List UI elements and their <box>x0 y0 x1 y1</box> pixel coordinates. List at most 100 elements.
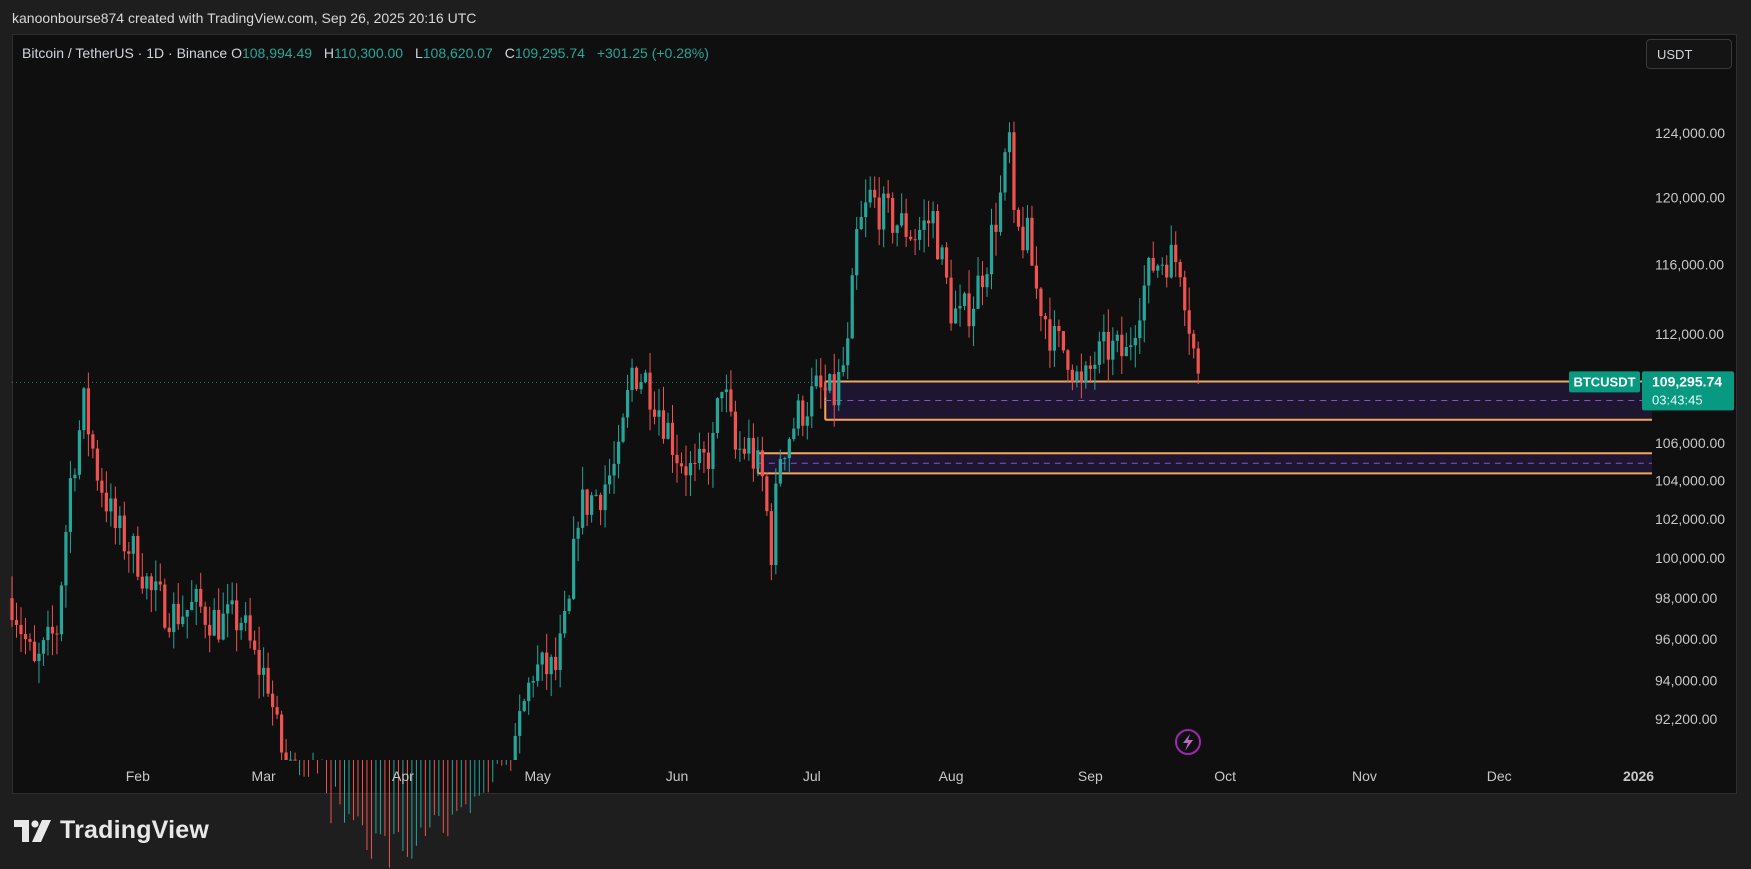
candle[interactable] <box>634 366 639 392</box>
candle[interactable] <box>248 597 252 649</box>
candle[interactable] <box>68 460 73 553</box>
events-lightning-icon[interactable] <box>1175 729 1201 755</box>
candle[interactable] <box>697 432 702 470</box>
candle[interactable] <box>1088 355 1092 383</box>
candle[interactable] <box>1187 287 1191 355</box>
candle[interactable] <box>217 588 221 643</box>
candle[interactable] <box>895 224 899 247</box>
candle[interactable] <box>1124 332 1128 357</box>
candle[interactable] <box>1178 259 1182 287</box>
candle[interactable] <box>657 388 661 436</box>
candle[interactable] <box>46 610 50 656</box>
candle[interactable] <box>814 359 818 390</box>
candle[interactable] <box>810 367 814 429</box>
candle[interactable] <box>643 369 648 384</box>
candle[interactable] <box>1016 207 1021 231</box>
candle[interactable] <box>104 471 108 523</box>
candle[interactable] <box>1039 287 1043 332</box>
candle[interactable] <box>82 386 86 439</box>
candle[interactable] <box>666 412 670 440</box>
candle[interactable] <box>136 526 140 581</box>
candle[interactable] <box>1165 255 1169 288</box>
candle[interactable] <box>558 614 562 688</box>
candle[interactable] <box>167 613 171 638</box>
candle[interactable] <box>1133 325 1137 368</box>
candle[interactable] <box>1025 205 1030 254</box>
symbol-name[interactable]: Bitcoin / TetherUS · 1D · Binance <box>22 45 228 61</box>
candle[interactable] <box>1120 316 1124 374</box>
candle[interactable] <box>792 417 796 442</box>
candle[interactable] <box>1183 270 1187 327</box>
candle[interactable] <box>922 199 926 253</box>
candle[interactable] <box>985 267 989 297</box>
candle[interactable] <box>684 445 688 497</box>
candle[interactable] <box>37 642 41 684</box>
candle[interactable] <box>625 374 630 428</box>
candle[interactable] <box>536 645 540 687</box>
candle[interactable] <box>1142 265 1146 343</box>
candle[interactable] <box>1151 241 1155 273</box>
zone-box[interactable] <box>757 453 1652 474</box>
candle[interactable] <box>1021 206 1025 259</box>
candle[interactable] <box>576 521 580 562</box>
candle[interactable] <box>91 430 95 459</box>
candle[interactable] <box>253 630 257 655</box>
candle[interactable] <box>962 291 967 311</box>
candle[interactable] <box>1111 327 1115 376</box>
candle[interactable] <box>1147 256 1151 304</box>
candle[interactable] <box>1106 309 1110 382</box>
candle[interactable] <box>702 441 706 474</box>
candle[interactable] <box>118 506 122 545</box>
candle[interactable] <box>607 458 612 494</box>
candle[interactable] <box>949 259 953 331</box>
candle[interactable] <box>769 503 773 581</box>
candle[interactable] <box>688 451 693 496</box>
candle[interactable] <box>796 393 800 436</box>
candle[interactable] <box>616 424 621 479</box>
candle[interactable] <box>19 607 23 653</box>
candle[interactable] <box>787 436 791 474</box>
currency-button[interactable]: USDT <box>1646 39 1732 69</box>
candle[interactable] <box>729 370 733 417</box>
candle[interactable] <box>891 192 895 244</box>
candle[interactable] <box>14 602 19 638</box>
candle[interactable] <box>909 229 913 241</box>
candle[interactable] <box>581 466 585 535</box>
candle[interactable] <box>172 592 176 649</box>
candle[interactable] <box>10 576 14 627</box>
candle[interactable] <box>545 633 549 690</box>
candle[interactable] <box>522 698 526 713</box>
candle[interactable] <box>927 200 931 247</box>
candle[interactable] <box>675 434 679 483</box>
candle[interactable] <box>715 397 720 439</box>
candle[interactable] <box>59 581 64 642</box>
candle[interactable] <box>77 420 81 480</box>
candle[interactable] <box>50 605 55 656</box>
candle[interactable] <box>239 617 243 640</box>
candle[interactable] <box>518 694 522 754</box>
candle[interactable] <box>266 652 270 697</box>
candle[interactable] <box>765 472 769 517</box>
candle[interactable] <box>1007 122 1012 164</box>
candle[interactable] <box>1129 327 1133 361</box>
candle[interactable] <box>760 436 764 492</box>
candle[interactable] <box>778 449 782 487</box>
candle[interactable] <box>140 553 144 594</box>
candle[interactable] <box>886 180 890 213</box>
candle[interactable] <box>1043 312 1048 340</box>
candle[interactable] <box>832 353 836 427</box>
candle[interactable] <box>1012 121 1016 224</box>
candle[interactable] <box>73 468 77 492</box>
candle[interactable] <box>846 322 850 380</box>
candle[interactable] <box>122 501 126 560</box>
candle[interactable] <box>670 404 675 473</box>
candle[interactable] <box>679 452 684 474</box>
candle[interactable] <box>513 722 517 760</box>
candle[interactable] <box>738 431 742 462</box>
candle[interactable] <box>1196 341 1200 385</box>
candle[interactable] <box>1084 361 1088 389</box>
candle[interactable] <box>208 606 212 653</box>
candle[interactable] <box>998 175 1003 236</box>
candle[interactable] <box>661 386 666 444</box>
candle[interactable] <box>774 468 778 575</box>
